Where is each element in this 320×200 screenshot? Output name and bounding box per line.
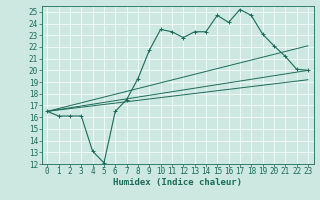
- X-axis label: Humidex (Indice chaleur): Humidex (Indice chaleur): [113, 178, 242, 187]
